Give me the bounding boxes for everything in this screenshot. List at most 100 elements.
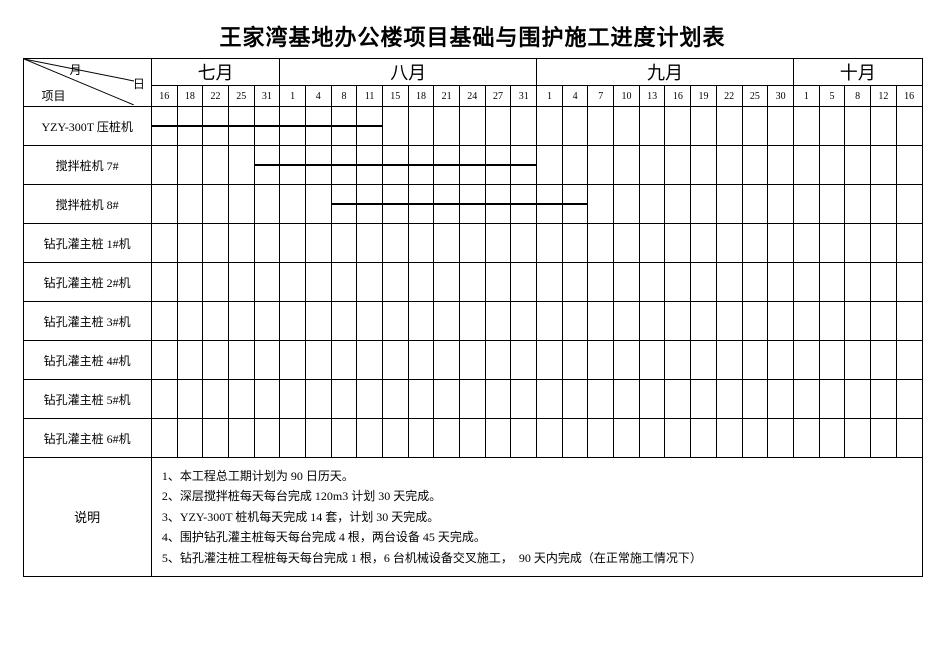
- grid-cell: [228, 380, 254, 400]
- grid-cell: [434, 107, 460, 127]
- grid-cell: [280, 146, 306, 166]
- grid-cell: [459, 399, 485, 419]
- grid-cell: [742, 243, 768, 263]
- day-header: 4: [562, 86, 588, 107]
- grid-cell: [485, 282, 511, 302]
- grid-cell: [331, 146, 357, 166]
- grid-cell: [768, 380, 794, 400]
- grid-cell: [331, 399, 357, 419]
- grid-cell: [896, 282, 922, 302]
- grid-cell: [691, 399, 717, 419]
- day-header: 25: [228, 86, 254, 107]
- grid-cell: [305, 302, 331, 322]
- grid-cell: [280, 399, 306, 419]
- grid-cell: [151, 107, 177, 127]
- grid-cell: [793, 438, 819, 458]
- grid-cell: [537, 419, 563, 439]
- grid-cell: [305, 243, 331, 263]
- day-header: 18: [408, 86, 434, 107]
- grid-cell: [614, 438, 640, 458]
- grid-cell: [716, 360, 742, 380]
- grid-cell: [871, 243, 897, 263]
- grid-cell: [614, 107, 640, 127]
- grid-cell: [768, 146, 794, 166]
- grid-cell: [228, 146, 254, 166]
- grid-cell: [793, 224, 819, 244]
- grid-cell: [203, 419, 229, 439]
- grid-cell: [537, 204, 563, 224]
- grid-cell: [357, 146, 383, 166]
- grid-cell: [562, 438, 588, 458]
- grid-cell: [485, 107, 511, 127]
- day-header: 27: [485, 86, 511, 107]
- grid-cell: [537, 360, 563, 380]
- grid-cell: [639, 399, 665, 419]
- day-header: 18: [177, 86, 203, 107]
- grid-cell: [639, 321, 665, 341]
- grid-cell: [151, 302, 177, 322]
- grid-cell: [203, 321, 229, 341]
- grid-cell: [537, 341, 563, 361]
- grid-cell: [434, 341, 460, 361]
- grid-cell: [716, 204, 742, 224]
- grid-cell: [793, 126, 819, 146]
- grid-cell: [151, 224, 177, 244]
- day-header: 1: [793, 86, 819, 107]
- notes-label: 说明: [23, 458, 151, 577]
- grid-cell: [408, 282, 434, 302]
- grid-cell: [408, 165, 434, 185]
- grid-cell: [793, 185, 819, 205]
- grid-cell: [434, 126, 460, 146]
- grid-cell: [819, 282, 845, 302]
- grid-cell: [459, 380, 485, 400]
- day-header: 16: [896, 86, 922, 107]
- row-label: 搅拌桩机 8#: [23, 185, 151, 224]
- grid-cell: [845, 341, 871, 361]
- grid-cell: [511, 438, 537, 458]
- day-header: 5: [819, 86, 845, 107]
- grid-cell: [639, 263, 665, 283]
- grid-cell: [511, 380, 537, 400]
- grid-cell: [485, 146, 511, 166]
- grid-cell: [459, 204, 485, 224]
- grid-cell: [871, 341, 897, 361]
- grid-cell: [254, 380, 280, 400]
- grid-cell: [408, 243, 434, 263]
- grid-cell: [639, 224, 665, 244]
- grid-cell: [588, 438, 614, 458]
- grid-cell: [382, 165, 408, 185]
- grid-cell: [254, 224, 280, 244]
- grid-cell: [716, 321, 742, 341]
- notes-line: 5、钻孔灌注桩工程桩每天每台完成 1 根，6 台机械设备交叉施工， 90 天内完…: [162, 548, 912, 568]
- grid-cell: [408, 360, 434, 380]
- day-header: 8: [845, 86, 871, 107]
- grid-cell: [280, 360, 306, 380]
- grid-cell: [357, 204, 383, 224]
- grid-cell: [254, 399, 280, 419]
- grid-cell: [588, 126, 614, 146]
- grid-cell: [434, 302, 460, 322]
- grid-cell: [203, 204, 229, 224]
- grid-cell: [845, 438, 871, 458]
- grid-cell: [845, 107, 871, 127]
- grid-cell: [485, 360, 511, 380]
- grid-cell: [434, 243, 460, 263]
- grid-cell: [408, 263, 434, 283]
- grid-cell: [305, 165, 331, 185]
- grid-cell: [177, 282, 203, 302]
- grid-cell: [716, 224, 742, 244]
- grid-cell: [716, 399, 742, 419]
- grid-cell: [177, 243, 203, 263]
- grid-cell: [357, 419, 383, 439]
- grid-cell: [511, 282, 537, 302]
- grid-cell: [511, 146, 537, 166]
- grid-cell: [151, 204, 177, 224]
- grid-cell: [588, 360, 614, 380]
- grid-cell: [793, 419, 819, 439]
- grid-cell: [665, 399, 691, 419]
- row-label: YZY-300T 压桩机: [23, 107, 151, 146]
- grid-cell: [228, 165, 254, 185]
- grid-cell: [382, 321, 408, 341]
- grid-cell: [691, 126, 717, 146]
- grid-cell: [537, 126, 563, 146]
